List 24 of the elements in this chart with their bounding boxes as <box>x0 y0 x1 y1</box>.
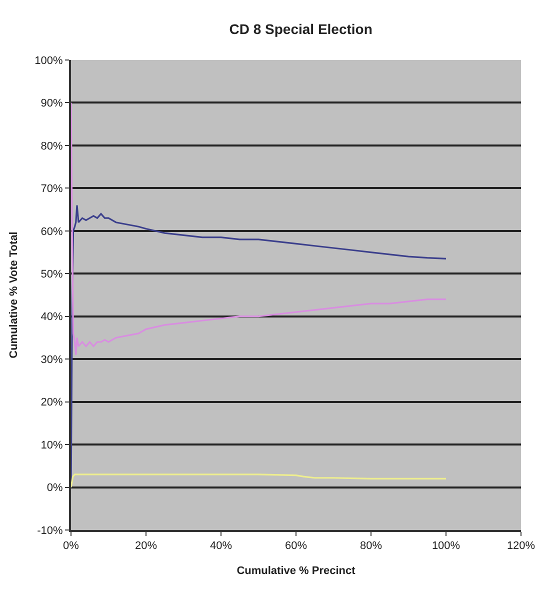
y-tick-label: 100% <box>34 54 64 67</box>
x-tick-label: 40% <box>210 540 232 552</box>
x-tick-label: 120% <box>506 540 536 552</box>
x-tick-label: 100% <box>432 540 460 552</box>
y-tick-label: 80% <box>40 140 64 152</box>
x-tick-label: 0% <box>63 540 80 552</box>
x-tick-label: 80% <box>360 540 382 552</box>
line-series <box>71 102 447 356</box>
y-tick-label: 40% <box>40 311 64 324</box>
y-tick-label: 30% <box>40 354 64 366</box>
x-tick-label: 20% <box>134 540 158 552</box>
y-tick-label: 0% <box>46 482 64 494</box>
y-tick-label: 10% <box>40 439 64 452</box>
x-tick-label: 60% <box>284 540 308 552</box>
y-axis-title: Cumulative % Vote Total <box>8 232 20 358</box>
y-tick-label: 90% <box>40 98 64 110</box>
y-tick-label: -10% <box>37 524 64 537</box>
y-tick-label: 20% <box>40 396 64 409</box>
y-tick-label: 60% <box>40 226 64 238</box>
line-series <box>71 474 447 488</box>
x-axis-title: Cumulative % Precinct <box>236 564 356 577</box>
chart-title: CD 8 Special Election <box>229 20 372 37</box>
y-tick-label: 70% <box>40 183 64 196</box>
y-tick-label: 50% <box>40 268 64 280</box>
